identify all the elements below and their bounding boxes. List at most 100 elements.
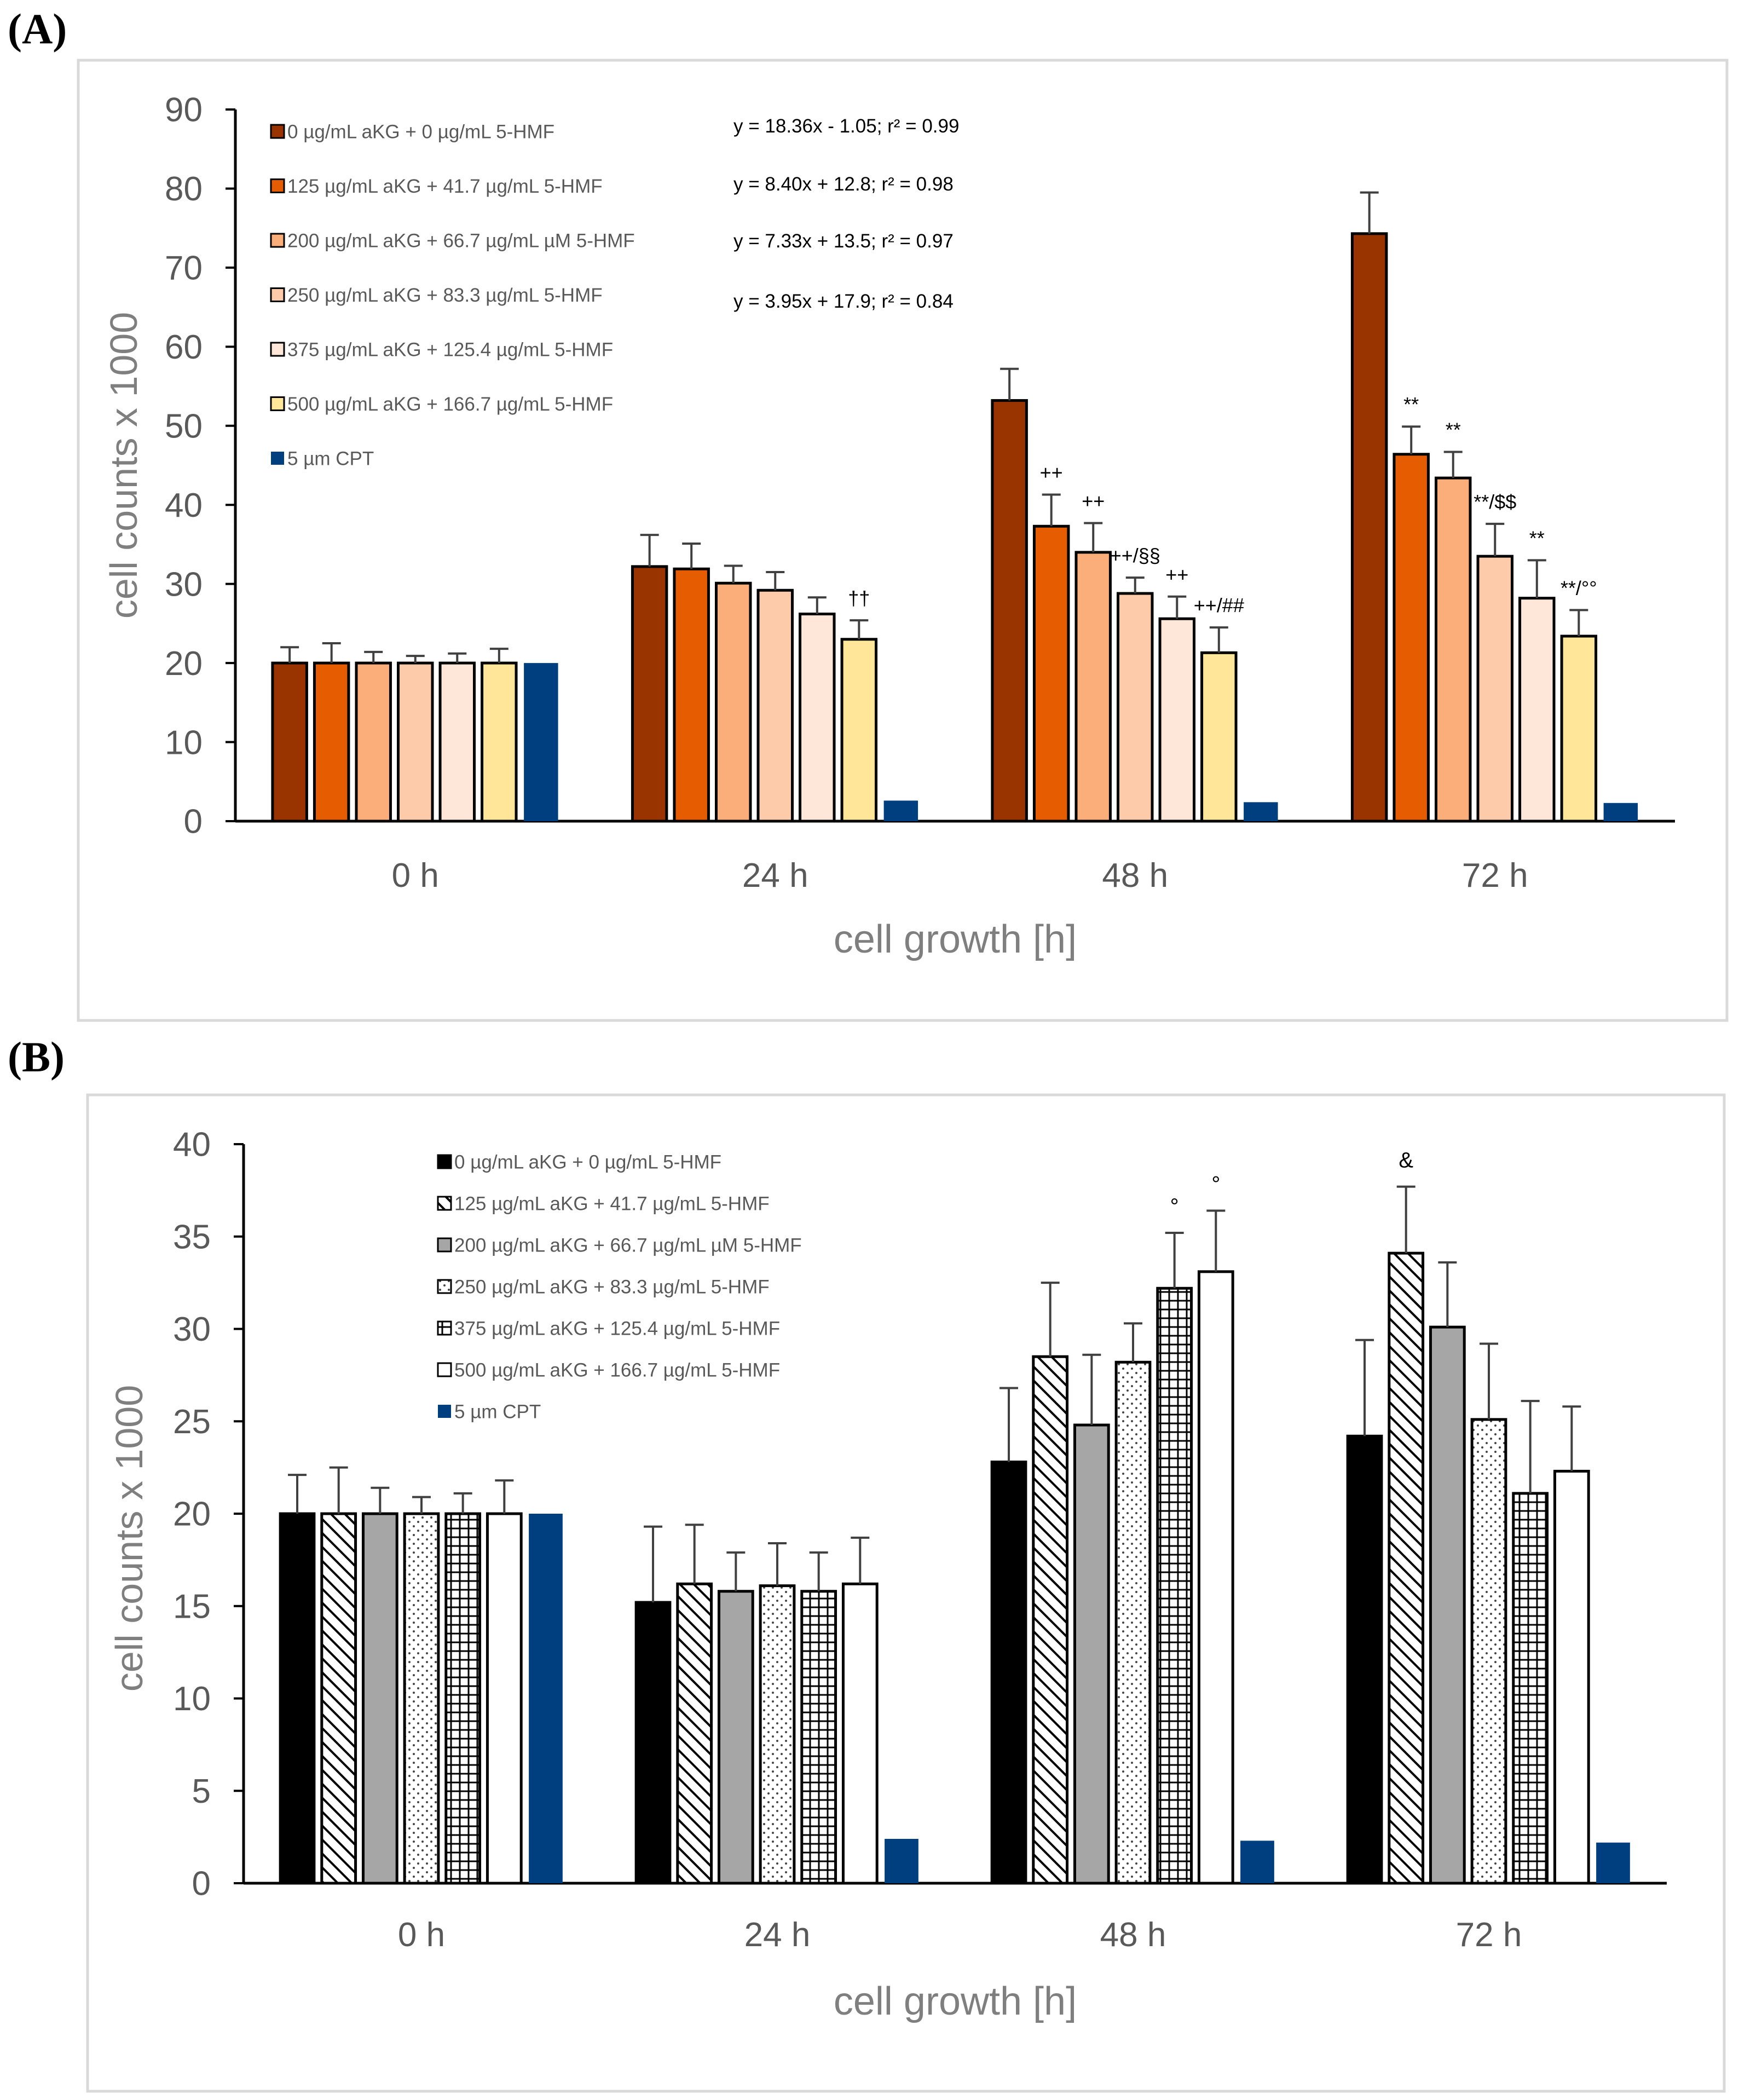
chart-a-bar [1393, 453, 1430, 823]
chart-a-bar [631, 565, 668, 823]
chart-b-bar [1114, 1360, 1152, 1885]
chart-a-regression-equation: y = 8.40x + 12.8; r² = 0.98 [733, 174, 954, 195]
chart-a: 0 10 20 30 40 50 60 70 80 90 0 h 24 h 48 h 72 h cell g… [102, 91, 1675, 961]
chart-b-bar [486, 1512, 523, 1885]
chart-a-bar [1074, 551, 1112, 823]
chart-b-significance-mark: ° [1170, 1195, 1179, 1219]
chart-b-bar [717, 1590, 754, 1885]
chart-a-legend-swatch [270, 124, 285, 139]
chart-a-bar [714, 581, 752, 823]
chart-b-bar [529, 1514, 563, 1883]
chart-a-legend-swatch [271, 452, 284, 465]
panel-b-letter: (B) [8, 1033, 65, 1081]
chart-a-y-tick-label: 20 [165, 645, 203, 683]
chart-b-bar [1240, 1841, 1274, 1883]
chart-a-significance-mark: ++/## [1194, 594, 1244, 616]
chart-a-bar [1476, 555, 1513, 823]
chart-b: 0 5 10 15 20 25 30 35 40 0 h 24 h 48 h 72 h cell grow… [108, 1126, 1667, 2023]
chart-a-bar [991, 399, 1028, 823]
chart-a-legend-label: 5 µm CPT [287, 448, 374, 470]
chart-b-legend-swatch [437, 1237, 452, 1253]
chart-b-bar [990, 1461, 1027, 1885]
chart-a-bar [524, 663, 558, 821]
chart-b-x-axis-title: cell growth [h] [834, 1980, 1077, 2023]
chart-a-bar [1434, 476, 1472, 823]
chart-b-legend-label: 0 µg/mL aKG + 0 µg/mL 5-HMF [454, 1152, 721, 1173]
chart-a-bar [1158, 617, 1196, 823]
chart-a-x-tick-label: 0 h [392, 857, 439, 895]
chart-a-bar [1518, 597, 1556, 823]
chart-a-bar [883, 800, 918, 821]
chart-a-legend-swatch [270, 287, 285, 302]
chart-a-y-tick-label: 30 [165, 566, 203, 603]
chart-a-x-axis-title: cell growth [h] [834, 918, 1077, 961]
chart-b-bar [634, 1601, 672, 1885]
chart-b-y-tick-label: 40 [173, 1126, 211, 1164]
chart-b-y-tick-label: 20 [173, 1496, 211, 1533]
chart-a-bar [1560, 634, 1598, 823]
chart-b-significance-mark: & [1399, 1149, 1413, 1173]
chart-b-legend-swatch [438, 1405, 451, 1418]
chart-a-legend-swatch [270, 342, 285, 357]
chart-b-x-tick-label: 24 h [744, 1916, 811, 1954]
chart-b-bar [1429, 1325, 1466, 1885]
chart-a-bar [313, 661, 350, 823]
chart-b-legend-label: 375 µg/mL aKG + 125.4 µg/mL 5-HMF [454, 1318, 780, 1340]
chart-b-y-tick-label: 0 [192, 1865, 211, 1903]
chart-a-legend-swatch [270, 178, 285, 193]
chart-b-legend-label: 250 µg/mL aKG + 83.3 µg/mL 5-HMF [454, 1277, 770, 1298]
chart-a-legend-label: 200 µg/mL aKG + 66.7 µg/mL µM 5-HMF [287, 230, 635, 252]
chart-b-bar [361, 1512, 398, 1885]
chart-b-y-tick-label: 35 [173, 1218, 211, 1256]
chart-b-x-tick-label: 72 h [1456, 1916, 1522, 1954]
chart-b-bar [1073, 1423, 1110, 1885]
chart-a-bar [355, 661, 392, 823]
chart-a-bar [481, 661, 518, 823]
chart-a-significance-mark: †† [848, 587, 870, 609]
chart-a-x-tick-label: 72 h [1462, 857, 1528, 895]
chart-b-legend-label: 200 µg/mL aKG + 66.7 µg/mL µM 5-HMF [454, 1235, 802, 1256]
chart-b-bar [841, 1582, 879, 1885]
chart-b-bar [320, 1512, 357, 1885]
chart-b-bar [676, 1582, 713, 1885]
chart-b-bar [885, 1839, 918, 1883]
chart-a-legend-swatch [270, 233, 285, 248]
chart-b-y-tick-label: 25 [173, 1403, 211, 1441]
chart-b-bar [1156, 1286, 1193, 1885]
chart-a-bar [438, 661, 476, 823]
chart-a-bar [1200, 651, 1238, 823]
chart-a-y-tick-label: 80 [165, 170, 203, 208]
chart-a-significance-mark: ++/§§ [1110, 544, 1160, 567]
chart-b-y-axis-title: cell counts x 1000 [108, 1385, 151, 1692]
chart-a-x-tick-label: 48 h [1102, 857, 1168, 895]
chart-a-significance-mark: **/$$ [1474, 491, 1516, 513]
chart-a-bar [397, 661, 434, 823]
chart-b-y-tick-label: 15 [173, 1588, 211, 1625]
chart-b-bar [1032, 1355, 1069, 1885]
chart-a-significance-mark: ++ [1165, 563, 1188, 586]
chart-a-y-tick-label: 70 [165, 250, 203, 287]
chart-b-legend-swatch [437, 1196, 452, 1211]
chart-b-bar [279, 1512, 316, 1885]
chart-a-y-axis-title: cell counts x 1000 [102, 312, 145, 619]
chart-b-bar [1596, 1842, 1630, 1883]
chart-a-legend-label: 500 µg/mL aKG + 166.7 µg/mL 5-HMF [287, 394, 613, 415]
chart-a-significance-mark: ++ [1082, 489, 1105, 512]
chart-b-bar [444, 1512, 482, 1885]
chart-a-y-tick-label: 60 [165, 328, 203, 366]
chart-a-legend-label: 0 µg/mL aKG + 0 µg/mL 5-HMF [287, 122, 554, 143]
panel-a-letter: (A) [8, 5, 67, 53]
chart-b-bar [800, 1590, 837, 1885]
chart-a-bar [840, 638, 878, 823]
chart-b-x-tick-label: 48 h [1100, 1916, 1166, 1954]
chart-a-legend-label: 250 µg/mL aKG + 83.3 µg/mL 5-HMF [287, 285, 603, 306]
chart-a-significance-mark: ++ [1040, 461, 1063, 483]
chart-b-bar [403, 1512, 440, 1885]
chart-a-y-tick-label: 0 [184, 803, 203, 841]
chart-b-bar [1553, 1469, 1590, 1885]
chart-b-bar [1512, 1492, 1549, 1885]
chart-b-x-tick-label: 0 h [398, 1916, 445, 1954]
chart-a-legend-label: 375 µg/mL aKG + 125.4 µg/mL 5-HMF [287, 339, 613, 361]
chart-a-regression-equation: y = 3.95x + 17.9; r² = 0.84 [733, 291, 954, 312]
